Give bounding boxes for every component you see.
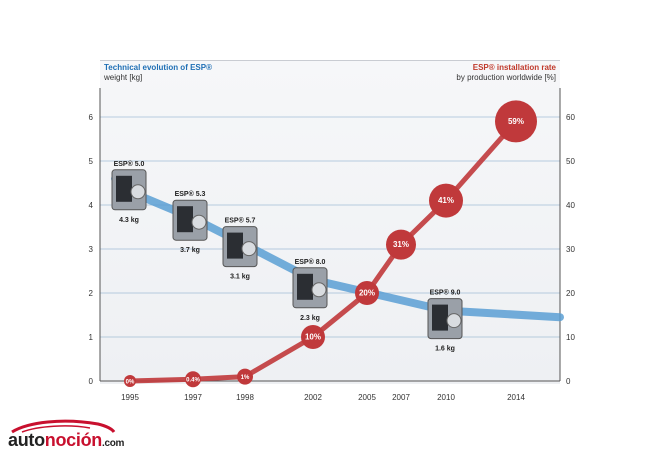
esp-unit-detail — [177, 206, 193, 233]
left-title: Technical evolution of ESP® — [104, 63, 212, 72]
right-title: ESP® installation rate — [472, 63, 556, 72]
esp-motor-icon — [311, 282, 327, 298]
left-tick-label: 6 — [89, 113, 94, 122]
esp-model-label: ESP® 5.3 — [175, 190, 206, 198]
installation-rate-label: 10% — [305, 333, 321, 342]
right-tick-label: 20 — [566, 289, 575, 298]
left-tick-label: 3 — [89, 245, 94, 254]
installation-rate-label: 1% — [241, 375, 250, 381]
left-tick-label: 4 — [89, 201, 94, 210]
weight-data-label: 1.6 kg — [435, 346, 455, 353]
left-tick-label: 5 — [89, 157, 94, 166]
weight-data-label: 4.3 kg — [119, 217, 139, 224]
esp-model-label: ESP® 9.0 — [430, 289, 461, 297]
x-tick-label: 2007 — [392, 393, 410, 402]
esp-unit-detail — [432, 304, 448, 331]
installation-rate-label: 0% — [126, 380, 135, 386]
esp-motor-icon — [191, 214, 207, 230]
right-axis-label: by production worldwide [%] — [456, 73, 556, 82]
installation-rate-point — [355, 281, 379, 305]
esp-motor-icon — [241, 241, 257, 257]
weight-data-label: 3.7 kg — [180, 247, 200, 254]
esp-unit-detail — [227, 232, 243, 259]
esp-model-label: ESP® 5.7 — [225, 217, 256, 225]
installation-rate-point — [386, 229, 416, 260]
esp-model-label: ESP® 5.0 — [114, 160, 145, 168]
weight-data-label: 3.1 kg — [230, 274, 250, 281]
esp-unit-detail — [116, 175, 132, 202]
installation-rate-point — [495, 100, 537, 143]
x-tick-label: 2002 — [304, 393, 322, 402]
right-tick-label: 0 — [566, 377, 571, 386]
right-tick-label: 30 — [566, 245, 575, 254]
installation-rate-label: 0.4% — [186, 378, 200, 384]
weight-data-label: 2.3 kg — [300, 315, 320, 322]
left-tick-label: 0 — [89, 377, 94, 386]
x-tick-label: 1997 — [184, 393, 202, 402]
right-tick-label: 40 — [566, 201, 575, 210]
x-tick-label: 1995 — [121, 393, 139, 402]
installation-rate-point — [185, 371, 201, 388]
left-tick-label: 2 — [89, 289, 94, 298]
installation-rate-point — [237, 368, 253, 385]
x-tick-label: 2005 — [358, 393, 376, 402]
logo-part-com: .com — [102, 438, 125, 449]
logo-part-auto: auto — [8, 430, 45, 450]
x-tick-label: 2010 — [437, 393, 455, 402]
car-logo-icon — [11, 419, 116, 434]
right-tick-label: 50 — [566, 157, 575, 166]
left-tick-label: 1 — [89, 333, 94, 342]
right-tick-label: 60 — [566, 113, 575, 122]
esp-motor-icon — [130, 184, 146, 200]
installation-rate-label: 59% — [508, 117, 524, 126]
installation-rate-label: 31% — [393, 240, 409, 249]
esp-model-label: ESP® 8.0 — [295, 258, 326, 266]
installation-rate-label: 41% — [438, 196, 454, 205]
esp-unit-detail — [297, 273, 313, 300]
logo-part-nocion: noción — [44, 430, 103, 450]
installation-rate-point — [301, 325, 325, 349]
site-logo: autonoción.com — [8, 430, 124, 451]
installation-rate-point — [124, 375, 136, 387]
x-tick-label: 2014 — [507, 393, 525, 402]
installation-rate-point — [429, 183, 463, 218]
right-tick-label: 10 — [566, 333, 575, 342]
left-axis-label: weight [kg] — [104, 73, 143, 82]
x-tick-label: 1998 — [236, 393, 254, 402]
esp-motor-icon — [446, 313, 462, 329]
installation-rate-label: 20% — [359, 289, 375, 298]
